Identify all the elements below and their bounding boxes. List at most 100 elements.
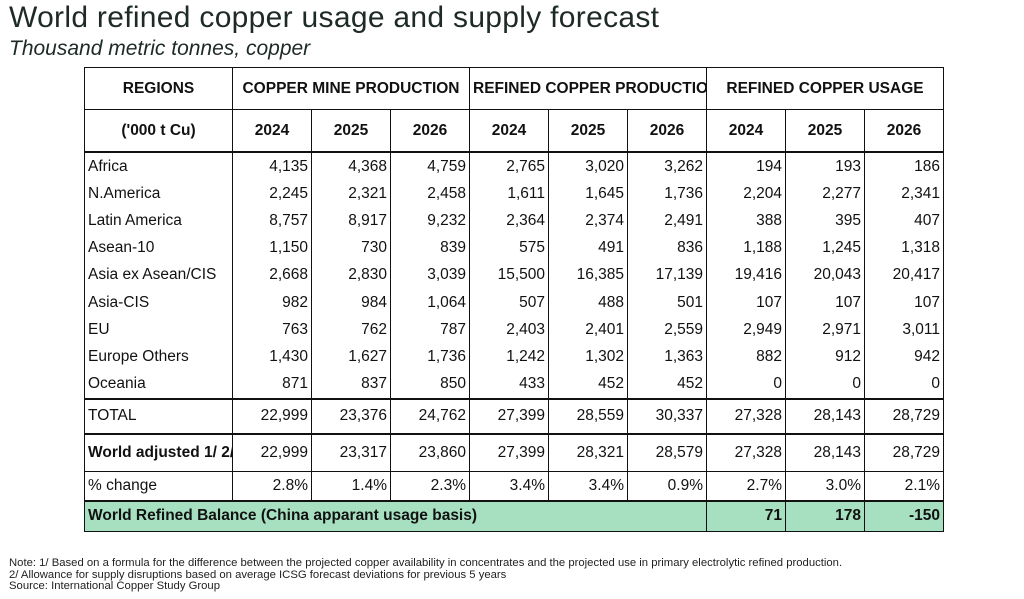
cell-value: 23,860 xyxy=(390,432,470,472)
cell-value: 3.0% xyxy=(785,470,865,502)
table-row: Europe Others 1,430 1,627 1,736 1,242 1,302 1,… xyxy=(84,343,944,371)
table-row: N.America 2,245 2,321 2,458 1,611 1,645 1,736 2… xyxy=(84,180,944,208)
cell-value: 1,245 xyxy=(785,234,865,262)
cell-value: 0 xyxy=(864,370,944,399)
cell-value: 24,762 xyxy=(390,397,470,435)
cell-value: 15,500 xyxy=(469,261,549,289)
cell-value: 2.7% xyxy=(706,470,786,502)
cell-value: 491 xyxy=(548,234,628,262)
cell-value: 71 xyxy=(706,499,786,532)
cell-value: 763 xyxy=(232,316,312,344)
cell-value: 2,321 xyxy=(311,180,391,208)
cell-value: 9,232 xyxy=(390,207,470,235)
cell-value: 395 xyxy=(785,207,865,235)
row-label: World Refined Balance (China apparant us… xyxy=(84,499,707,532)
cell-value: 2,341 xyxy=(864,180,944,208)
year-header: 2026 xyxy=(627,109,707,153)
row-label: Latin America xyxy=(84,207,233,235)
cell-value: 28,143 xyxy=(785,397,865,435)
cell-value: 17,139 xyxy=(627,261,707,289)
cell-value: 4,759 xyxy=(390,150,470,181)
cell-value: 839 xyxy=(390,234,470,262)
cell-value: 107 xyxy=(706,288,786,317)
cell-value: 1,363 xyxy=(627,343,707,371)
cell-value: 501 xyxy=(627,288,707,317)
footnote: Source: International Copper Study Group xyxy=(9,580,221,592)
year-header: 2026 xyxy=(864,109,944,153)
page-subtitle: Thousand metric tonnes, copper xyxy=(9,37,311,60)
cell-value: 1,318 xyxy=(864,234,944,262)
cell-value: 787 xyxy=(390,316,470,344)
cell-value: 882 xyxy=(706,343,786,371)
table-row: Asia-CIS 982 984 1,064 507 488 501 107 107 107 xyxy=(84,288,944,317)
cell-value: 27,328 xyxy=(706,432,786,472)
cell-value: 1,188 xyxy=(706,234,786,262)
cell-value: 452 xyxy=(548,370,628,399)
cell-value: 2,668 xyxy=(232,261,312,289)
cell-value: 1,736 xyxy=(390,343,470,371)
cell-value: 1,430 xyxy=(232,343,312,371)
table-body: Africa 4,135 4,368 4,759 2,765 3,020 3,262 194 1… xyxy=(84,150,944,532)
row-label: Asia ex Asean/CIS xyxy=(84,261,233,289)
cell-value: 30,337 xyxy=(627,397,707,435)
cell-value: 178 xyxy=(785,499,865,532)
cell-value: 1,645 xyxy=(548,180,628,208)
cell-value: 488 xyxy=(548,288,628,317)
table-row: Africa 4,135 4,368 4,759 2,765 3,020 3,262 194 1… xyxy=(84,150,944,181)
cell-value: 452 xyxy=(627,370,707,399)
table-row: Asean-10 1,150 730 839 575 491 836 1,188 1,245 1,… xyxy=(84,234,944,262)
cell-value: 3.4% xyxy=(548,470,628,502)
cell-value: 2,277 xyxy=(785,180,865,208)
cell-value: 730 xyxy=(311,234,391,262)
cell-value: 1,736 xyxy=(627,180,707,208)
page-title: World refined copper usage and supply fo… xyxy=(9,1,660,34)
cell-value: 407 xyxy=(864,207,944,235)
cell-value: -150 xyxy=(864,499,944,532)
cell-value: 2,971 xyxy=(785,316,865,344)
regions-header: REGIONS xyxy=(84,67,233,110)
cell-value: 4,135 xyxy=(232,150,312,181)
cell-value: 22,999 xyxy=(232,397,312,435)
cell-value: 836 xyxy=(627,234,707,262)
cell-value: 8,757 xyxy=(232,207,312,235)
cell-value: 20,043 xyxy=(785,261,865,289)
year-header: 2026 xyxy=(390,109,470,153)
cell-value: 2.8% xyxy=(232,470,312,502)
row-label: N.America xyxy=(84,180,233,208)
cell-value: 2.1% xyxy=(864,470,944,502)
cell-value: 8,917 xyxy=(311,207,391,235)
cell-value: 28,729 xyxy=(864,397,944,435)
cell-value: 850 xyxy=(390,370,470,399)
cell-value: 3,011 xyxy=(864,316,944,344)
cell-value: 2,204 xyxy=(706,180,786,208)
group-header-refined-usage: REFINED COPPER USAGE xyxy=(706,67,944,110)
cell-value: 23,376 xyxy=(311,397,391,435)
cell-value: 942 xyxy=(864,343,944,371)
year-header: 2024 xyxy=(706,109,786,153)
group-header-mine: COPPER MINE PRODUCTION xyxy=(232,67,470,110)
cell-value: 2,491 xyxy=(627,207,707,235)
cell-value: 20,417 xyxy=(864,261,944,289)
cell-value: 1,302 xyxy=(548,343,628,371)
cell-value: 3,039 xyxy=(390,261,470,289)
footnote: Note: 1/ Based on a formula for the diff… xyxy=(9,557,843,569)
cell-value: 27,399 xyxy=(469,432,549,472)
row-label: TOTAL xyxy=(84,397,233,435)
cell-value: 982 xyxy=(232,288,312,317)
cell-value: 575 xyxy=(469,234,549,262)
cell-value: 871 xyxy=(232,370,312,399)
cell-value: 2.3% xyxy=(390,470,470,502)
cell-value: 19,416 xyxy=(706,261,786,289)
year-header: 2025 xyxy=(311,109,391,153)
cell-value: 1,242 xyxy=(469,343,549,371)
world-adjusted-row: World adjusted 1/ 2/22,999 23,317 23,860 27… xyxy=(84,432,944,472)
cell-value: 28,559 xyxy=(548,397,628,435)
cell-value: 1,150 xyxy=(232,234,312,262)
cell-value: 27,328 xyxy=(706,397,786,435)
cell-value: 2,830 xyxy=(311,261,391,289)
cell-value: 2,765 xyxy=(469,150,549,181)
cell-value: 1,627 xyxy=(311,343,391,371)
cell-value: 186 xyxy=(864,150,944,181)
cell-value: 22,999 xyxy=(232,432,312,472)
cell-value: 23,317 xyxy=(311,432,391,472)
